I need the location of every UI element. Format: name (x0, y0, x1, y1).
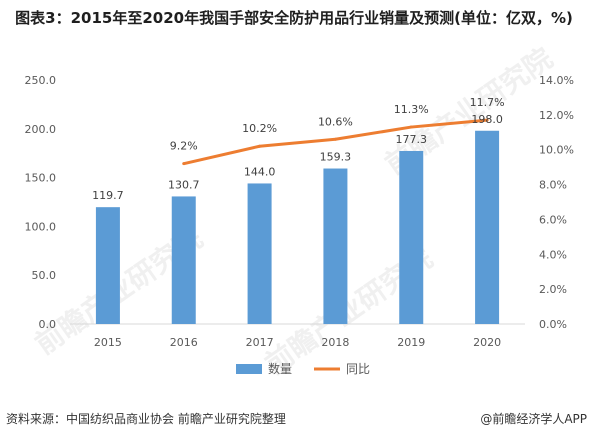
right-tick-label: 4.0% (539, 248, 567, 261)
bar-value-label: 177.3 (396, 133, 428, 146)
bar (247, 183, 272, 324)
left-y-axis: 0.0 50.0 100.0 150.0 200.0 250.0 (25, 74, 57, 331)
bar-value-label: 198.0 (471, 113, 503, 126)
line-value-label: 11.7% (470, 96, 505, 109)
bar-value-label: 130.7 (168, 178, 200, 191)
line-value-label: 11.3% (394, 103, 429, 116)
bar-value-label: 144.0 (244, 165, 276, 178)
bar-value-label: 119.7 (92, 189, 124, 202)
line-point (409, 125, 413, 129)
right-tick-label: 0.0% (539, 318, 567, 331)
brand-label: @前瞻经济学人APP (480, 412, 587, 426)
bar-series (95, 130, 500, 324)
x-axis: 2015 2016 2017 2018 2019 2020 (70, 323, 525, 349)
line-point (258, 144, 262, 148)
right-tick-label: 12.0% (539, 109, 574, 122)
right-y-axis: 0.0% 2.0% 4.0% 6.0% 8.0% 10.0% 12.0% 14.0% (539, 74, 574, 331)
line-value-label: 10.2% (242, 122, 277, 135)
right-tick-label: 2.0% (539, 283, 567, 296)
source-note: 资料来源：中国纺织品商业协会 前瞻产业研究院整理 (6, 412, 286, 426)
chart-title: 图表3：2015年至2020年我国手部安全防护用品行业销量及预测(单位：亿双，%… (15, 9, 573, 27)
left-tick-label: 250.0 (25, 74, 57, 87)
x-tick-label: 2019 (397, 336, 425, 349)
bar (399, 150, 424, 324)
bar (323, 168, 348, 324)
bar (475, 130, 500, 324)
line-point (485, 118, 489, 122)
bar (95, 207, 120, 324)
bar (171, 196, 196, 324)
right-tick-label: 6.0% (539, 213, 567, 226)
x-tick-label: 2017 (246, 336, 274, 349)
right-tick-label: 8.0% (539, 179, 567, 192)
x-tick-label: 2020 (473, 336, 501, 349)
left-tick-label: 50.0 (32, 269, 57, 282)
legend-label: 同比 (346, 362, 370, 376)
line-value-label: 9.2% (170, 140, 198, 153)
line-series (182, 118, 489, 166)
left-tick-label: 100.0 (25, 220, 57, 233)
bar-value-label: 159.3 (320, 151, 352, 164)
line-point (182, 162, 186, 166)
left-tick-label: 0.0 (39, 318, 57, 331)
x-tick-label: 2016 (170, 336, 198, 349)
x-tick-label: 2015 (94, 336, 122, 349)
legend: 数量 同比 (236, 361, 370, 376)
left-tick-label: 200.0 (25, 123, 57, 136)
data-labels: 119.7 130.7 144.0 159.3 177.3 198.0 9.2% 10.2% 1… (92, 96, 504, 202)
left-tick-label: 150.0 (25, 172, 57, 185)
x-tick-label: 2018 (321, 336, 349, 349)
legend-bar-swatch (236, 364, 262, 374)
right-tick-label: 14.0% (539, 74, 574, 87)
legend-label: 数量 (268, 361, 292, 376)
right-tick-label: 10.0% (539, 144, 574, 157)
line-point (333, 137, 337, 141)
line-value-label: 10.6% (318, 115, 353, 128)
